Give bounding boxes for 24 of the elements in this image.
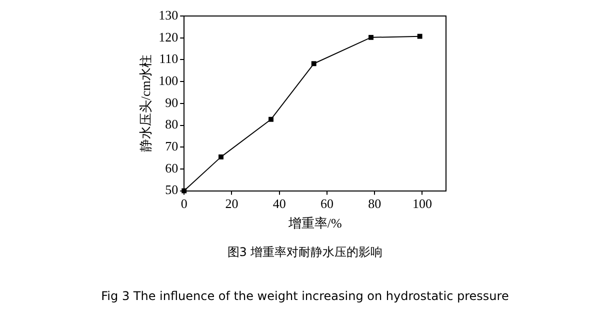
point (218, 154, 224, 160)
y-tick-label: 100 (158, 72, 178, 88)
point (368, 34, 374, 40)
y-tick-label: 130 (158, 7, 178, 22)
point (417, 34, 422, 39)
caption: 图3 增重率对耐静水压的影响 (227, 245, 383, 260)
y-tick-label: 120 (158, 29, 178, 44)
x-tick-label: 100 (412, 196, 432, 212)
y-tick-label: 50 (165, 182, 178, 198)
y-tick-label: 60 (165, 160, 178, 176)
y-tick-label: 80 (165, 116, 178, 132)
x-tick-label: 0 (180, 196, 188, 212)
x-tick-label: 20 (225, 196, 238, 212)
x-tick-label: 80 (368, 196, 382, 212)
y-tick-label: 110 (159, 51, 178, 66)
y-tick-label: 70 (165, 138, 178, 154)
point (268, 116, 274, 122)
y-axis-title: 静水压头/cm水柱 (138, 54, 154, 152)
caption: Fig 3 The influence of the weight increasing on hydrostatic pressure (101, 289, 509, 304)
point (311, 61, 316, 66)
x-tick-label: 60 (320, 196, 334, 212)
x-tick-label: 40 (272, 196, 286, 212)
x-axis-title: 增重率/% (287, 216, 342, 231)
y-tick-label: 90 (165, 94, 178, 110)
